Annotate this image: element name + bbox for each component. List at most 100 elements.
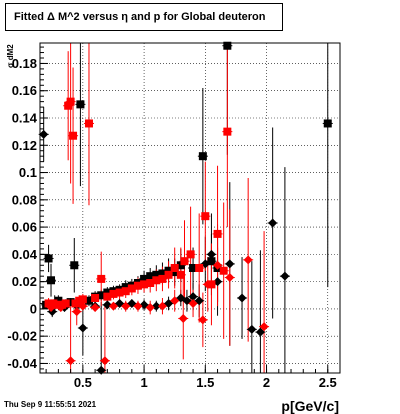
data-point-diamond xyxy=(247,324,257,334)
x-tick-label: 2.5 xyxy=(319,375,337,390)
data-point-square xyxy=(158,274,167,283)
data-point-diamond xyxy=(178,313,188,323)
data-point-square xyxy=(133,281,142,290)
y-tick-label: 0.18 xyxy=(12,56,37,71)
data-point-square xyxy=(207,257,216,266)
data-point-square xyxy=(103,292,112,301)
data-point-square xyxy=(44,299,53,308)
data-point-diamond xyxy=(108,301,118,311)
y-tick-label: 0.16 xyxy=(12,83,37,98)
x-tick-label: 2 xyxy=(263,375,270,390)
data-point-diamond xyxy=(145,303,155,313)
data-point-diamond xyxy=(243,255,253,265)
data-point-square xyxy=(69,131,78,140)
data-point-square xyxy=(176,270,185,279)
data-point-square xyxy=(170,268,179,277)
y-tick-label: 0.06 xyxy=(12,220,37,235)
data-point-diamond xyxy=(225,273,235,283)
x-tick-label: 0.5 xyxy=(74,375,92,390)
data-point-square xyxy=(70,261,79,270)
y-axis-label: σ dM2 xyxy=(6,44,15,68)
data-point-diamond xyxy=(78,323,88,333)
data-point-square xyxy=(109,289,118,298)
data-point-diamond xyxy=(78,301,88,311)
data-point-square xyxy=(152,270,161,279)
data-point-square xyxy=(49,299,58,308)
y-tick-label: 0.1 xyxy=(19,165,37,180)
data-point-square xyxy=(189,264,198,272)
x-tick-label: 1 xyxy=(140,375,147,390)
data-point-square xyxy=(223,41,232,50)
data-point-square xyxy=(121,287,130,296)
data-point-square xyxy=(76,100,85,109)
data-point-square xyxy=(219,266,228,275)
y-tick-label: -0.04 xyxy=(7,356,37,371)
y-tick-label: 0.08 xyxy=(12,192,37,207)
data-point-square xyxy=(115,288,124,297)
data-point-square xyxy=(198,152,207,161)
data-point-square xyxy=(103,288,112,297)
data-point-square xyxy=(54,296,63,305)
plot-frame xyxy=(39,42,341,374)
data-point-diamond xyxy=(213,260,223,270)
data-point-square xyxy=(91,294,100,302)
data-point-diamond xyxy=(56,303,66,313)
y-tick-label: 0.02 xyxy=(12,274,37,289)
data-point-diamond xyxy=(259,322,269,332)
data-point-square xyxy=(66,97,75,106)
data-point-diamond xyxy=(121,301,131,311)
data-point-diamond xyxy=(280,271,290,281)
x-tick-label: 1.5 xyxy=(196,375,214,390)
data-point-diamond xyxy=(66,356,76,366)
data-point-square xyxy=(158,269,167,278)
data-point-diamond xyxy=(100,356,110,366)
data-point-square xyxy=(223,127,232,136)
data-point-diamond xyxy=(72,307,82,317)
data-point-square xyxy=(186,250,195,259)
data-point-square xyxy=(78,295,87,304)
y-tick-label: 0.12 xyxy=(12,138,37,153)
data-point-diamond xyxy=(188,292,198,302)
data-point-square xyxy=(66,298,75,307)
data-point-diamond xyxy=(203,279,213,289)
data-point-square xyxy=(97,291,106,300)
axes: 0.5 1 1.5 2 2.5 -0.04 -0.02 0 0.02 0.04 0.06 0.08 0.… xyxy=(7,46,341,390)
data-point-square xyxy=(323,119,332,128)
data-point-square xyxy=(140,274,149,283)
data-point-square xyxy=(44,254,53,263)
data-point-square xyxy=(170,264,179,272)
y-tick-label: -0.02 xyxy=(7,329,37,344)
data-point-diamond xyxy=(225,259,235,269)
data-point-square xyxy=(195,264,204,272)
timestamp: Thu Sep 9 11:55:51 2021 xyxy=(4,400,97,409)
data-point-diamond xyxy=(46,303,56,313)
data-point-diamond xyxy=(157,301,167,311)
data-point-square xyxy=(47,276,56,285)
data-point-diamond xyxy=(151,301,161,311)
x-axis-label: p[GeV/c] xyxy=(281,398,339,414)
data-point-square xyxy=(164,266,173,275)
data-point-square xyxy=(146,272,155,281)
data-point-square xyxy=(164,270,173,279)
data-point-diamond xyxy=(188,298,198,308)
data-point-square xyxy=(201,212,210,221)
data-point-square xyxy=(61,299,70,308)
y-tick-label: 0.04 xyxy=(12,247,38,262)
chart-title: Fitted Δ M^2 versus η and p for Global d… xyxy=(5,3,283,31)
grid xyxy=(40,43,340,373)
data-point-diamond xyxy=(206,249,216,259)
data-point-square xyxy=(84,296,93,305)
data-point-square xyxy=(146,279,155,287)
y-tick-label: 0.14 xyxy=(12,111,38,126)
data-point-square xyxy=(84,119,93,128)
y-tick-label: 0 xyxy=(30,301,37,316)
data-point-diamond xyxy=(90,303,100,313)
data-point-square xyxy=(176,261,185,270)
data-point-diamond xyxy=(255,327,265,337)
data-point-square xyxy=(140,280,149,289)
data-point-square xyxy=(180,257,189,266)
data-markers xyxy=(39,41,332,375)
data-point-diamond xyxy=(170,296,180,306)
data-point-diamond xyxy=(268,218,278,228)
